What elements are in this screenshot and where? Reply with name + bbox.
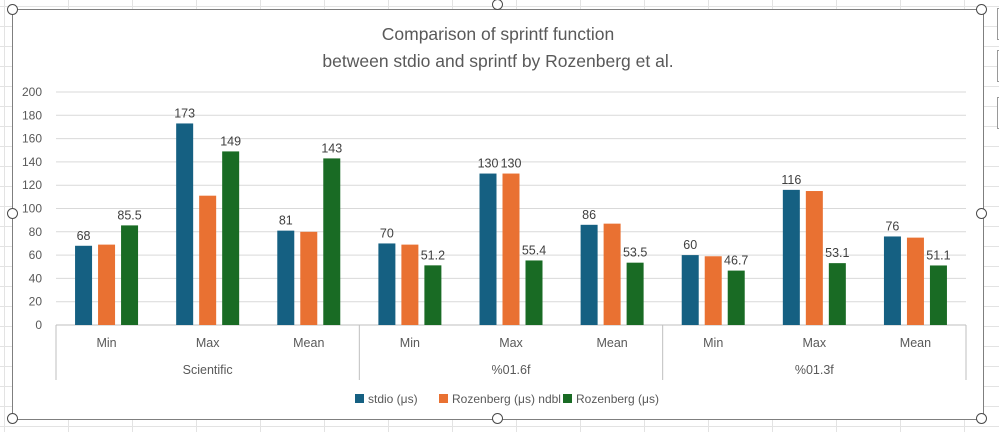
y-tick-label: 140 xyxy=(22,155,42,169)
data-label: 130 xyxy=(478,157,499,171)
resize-handle-bottom[interactable] xyxy=(492,413,503,424)
bar-stdio xyxy=(176,123,194,325)
bar-stdio xyxy=(883,236,901,325)
bar-stdio xyxy=(479,173,497,325)
data-label: 143 xyxy=(321,141,342,155)
x-category-label: Mean xyxy=(900,336,931,350)
data-label: 130 xyxy=(501,157,522,171)
bar-stdio xyxy=(782,189,800,325)
data-label: 51.2 xyxy=(421,248,445,262)
bar-rozenberg xyxy=(626,262,644,325)
y-tick-label: 180 xyxy=(22,108,42,122)
bar-rozenberg-ndbl xyxy=(906,237,924,325)
y-tick-label: 120 xyxy=(22,178,42,192)
x-category-label: Max xyxy=(803,336,827,350)
x-category-label: Max xyxy=(196,336,220,350)
x-category-label: Mean xyxy=(596,336,627,350)
data-label: 173 xyxy=(174,106,195,120)
bar-rozenberg xyxy=(929,265,947,325)
chart-svg: Comparison of sprintf function between s… xyxy=(22,24,967,406)
y-tick-label: 60 xyxy=(29,248,43,262)
x-category-label: Min xyxy=(96,336,116,350)
data-label: 53.1 xyxy=(825,246,849,260)
resize-handle-right[interactable] xyxy=(976,208,987,219)
bar-stdio xyxy=(277,230,295,325)
x-category-label: Mean xyxy=(293,336,324,350)
side-tab-3[interactable] xyxy=(997,97,999,129)
legend-swatch xyxy=(355,394,364,403)
data-label: 85.5 xyxy=(117,208,141,222)
x-category-label: Max xyxy=(499,336,523,350)
resize-handle-left[interactable] xyxy=(7,208,18,219)
legend-label: stdio (μs) xyxy=(368,392,418,406)
bar-stdio xyxy=(378,243,396,325)
data-label: 81 xyxy=(279,214,293,228)
bar-rozenberg xyxy=(727,270,745,325)
resize-handle-top-right[interactable] xyxy=(976,4,987,15)
bar-rozenberg xyxy=(828,263,846,325)
resize-handle-bottom-right[interactable] xyxy=(976,413,987,424)
side-tab-1[interactable] xyxy=(997,8,999,40)
y-tick-label: 100 xyxy=(22,202,42,216)
y-tick-label: 160 xyxy=(22,132,42,146)
bar-rozenberg xyxy=(222,151,240,325)
resize-handle-top-left[interactable] xyxy=(7,4,18,15)
data-label: 116 xyxy=(781,173,801,187)
data-label: 76 xyxy=(885,219,899,233)
side-tab-2[interactable] xyxy=(997,50,999,82)
data-label: 86 xyxy=(582,208,596,222)
y-tick-label: 0 xyxy=(35,318,42,332)
bar-stdio xyxy=(75,245,93,325)
y-tick-label: 40 xyxy=(29,271,43,285)
legend-label: Rozenberg (μs) xyxy=(576,392,659,406)
data-label: 53.5 xyxy=(623,246,647,260)
bar-stdio xyxy=(681,255,699,325)
resize-handle-top[interactable] xyxy=(492,0,503,10)
data-label: 60 xyxy=(683,238,697,252)
x-group-label: %01.6f xyxy=(492,363,531,377)
legend-swatch xyxy=(563,394,572,403)
bar-rozenberg-ndbl xyxy=(704,256,722,325)
bar-rozenberg-ndbl xyxy=(603,223,621,325)
data-label: 46.7 xyxy=(724,254,748,268)
chart-title-line-1: Comparison of sprintf function xyxy=(382,24,614,44)
data-label: 70 xyxy=(380,226,394,240)
x-group-label: %01.3f xyxy=(795,363,834,377)
bar-stdio xyxy=(580,224,598,325)
bar-rozenberg-ndbl xyxy=(502,173,520,325)
legend-label: Rozenberg (μs) ndbl xyxy=(452,392,561,406)
bar-rozenberg xyxy=(525,260,543,325)
data-label: 68 xyxy=(77,229,91,243)
x-category-label: Min xyxy=(703,336,723,350)
bar-rozenberg-ndbl xyxy=(805,191,823,325)
data-label: 149 xyxy=(220,134,241,148)
bar-rozenberg-ndbl xyxy=(300,231,318,325)
x-category-label: Min xyxy=(400,336,420,350)
data-label: 51.1 xyxy=(926,248,950,262)
y-tick-label: 200 xyxy=(22,85,42,99)
bar-rozenberg-ndbl xyxy=(199,195,217,325)
chart-area[interactable]: Comparison of sprintf function between s… xyxy=(12,9,984,420)
chart-title-line-2: between stdio and sprintf by Rozenberg e… xyxy=(322,51,673,71)
legend-swatch xyxy=(439,394,448,403)
bar-rozenberg-ndbl xyxy=(98,244,116,325)
bar-rozenberg xyxy=(424,265,442,325)
bar-rozenberg xyxy=(323,158,341,325)
bar-rozenberg xyxy=(121,225,139,325)
data-label: 55.4 xyxy=(522,243,546,257)
y-tick-label: 20 xyxy=(29,295,43,309)
y-tick-label: 80 xyxy=(29,225,43,239)
resize-handle-bottom-left[interactable] xyxy=(7,413,18,424)
x-group-label: Scientific xyxy=(183,363,233,377)
bar-rozenberg-ndbl xyxy=(401,244,419,325)
